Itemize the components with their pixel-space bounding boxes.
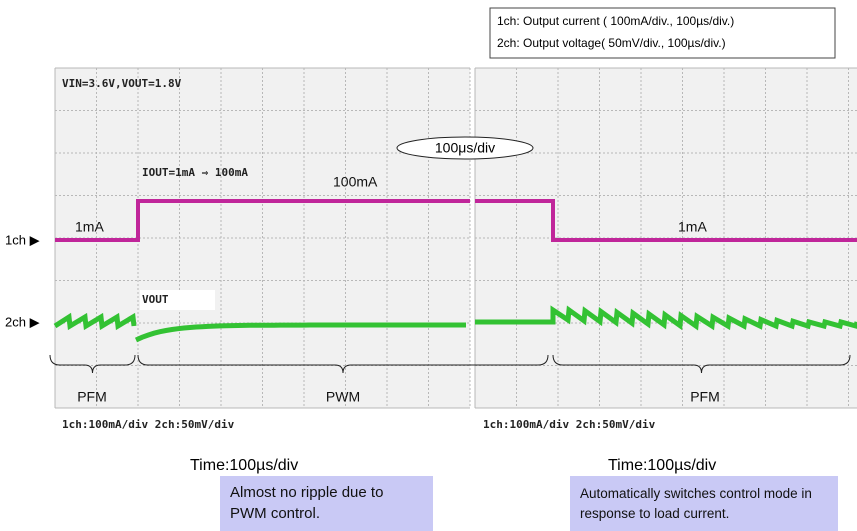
label-patch — [140, 290, 215, 310]
mode-label: PWM — [326, 389, 360, 405]
vout-label: VOUT — [142, 293, 169, 306]
current-low: 1mA — [75, 219, 104, 235]
timebase: 100μs/div — [435, 140, 495, 156]
step-label: IOUT=1mA ⇒ 100mA — [142, 166, 248, 179]
scale-label: 1ch:100mA/div 2ch:50mV/div — [62, 418, 235, 431]
mode-label: PFM — [77, 389, 107, 405]
voltage-trace — [53, 305, 857, 343]
scale-label: 1ch:100mA/div 2ch:50mV/div — [483, 418, 656, 431]
current-high: 100mA — [333, 174, 378, 190]
legend-box — [489, 7, 836, 59]
callout: Almost no ripple due to PWM control. — [220, 476, 433, 531]
channel-marker: 2ch ▶ — [5, 314, 40, 329]
time-label: Time:100µs/div — [190, 457, 298, 474]
mode-label: PFM — [690, 389, 720, 405]
current-trace — [55, 199, 857, 242]
channel-marker: 1ch ▶ — [5, 232, 40, 247]
mode-braces — [49, 354, 851, 374]
timebase-ellipse — [396, 136, 534, 160]
legend-line: 1ch: Output current ( 100mA/div., 100µs/… — [497, 14, 734, 28]
current-low: 1mA — [678, 219, 707, 235]
time-label: Time:100µs/div — [608, 457, 716, 474]
conditions: VIN=3.6V,VOUT=1.8V — [62, 77, 182, 90]
callout: Automatically switches control mode in r… — [570, 476, 838, 531]
legend-line: 2ch: Output voltage( 50mV/div., 100µs/di… — [497, 36, 726, 50]
